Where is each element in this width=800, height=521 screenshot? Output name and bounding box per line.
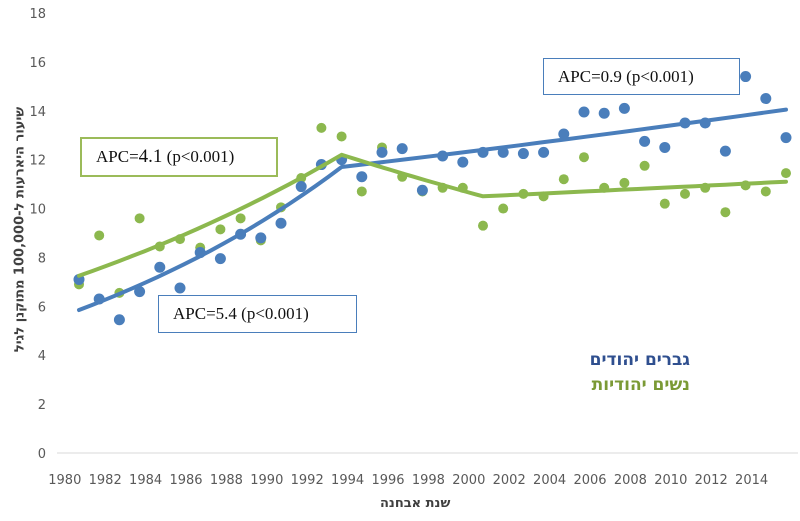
- men-data-point: [295, 181, 307, 193]
- y-tick-label: 8: [38, 251, 46, 266]
- men-data-point: [598, 107, 610, 119]
- women-data-point: [579, 152, 589, 163]
- men-data-point: [396, 143, 408, 155]
- x-tick-label: 1994: [331, 473, 364, 488]
- x-tick-label: 2004: [533, 473, 566, 488]
- annotation-value: 0.9: [600, 66, 622, 86]
- men-data-point: [214, 253, 226, 265]
- men-data-point: [376, 146, 388, 158]
- y-tick-label: 12: [29, 154, 46, 169]
- men-data-point: [760, 93, 772, 105]
- x-tick-label: 1980: [48, 473, 81, 488]
- x-tick-label: 2012: [695, 473, 728, 488]
- women-data-point: [720, 207, 731, 218]
- women-data-point: [781, 168, 791, 179]
- x-tick-label: 2010: [654, 473, 687, 488]
- x-tick-label: 1998: [412, 473, 445, 488]
- x-tick-label: 1992: [291, 473, 324, 488]
- annotation-men-apc-2: APC= 0.9 (p<0.001): [543, 58, 740, 95]
- women-data-point: [680, 188, 690, 199]
- women-data-point: [659, 198, 670, 209]
- men-data-point: [134, 286, 146, 298]
- men-data-point: [356, 171, 368, 183]
- men-data-point: [113, 314, 125, 326]
- annotation-suffix: (p<0.001): [236, 304, 309, 323]
- men-data-point: [517, 148, 529, 160]
- annotation-men-apc-1: APC= 5.4 (p<0.001): [158, 295, 357, 333]
- women-data-point: [94, 230, 105, 241]
- legend-women: נשים יהודיות: [591, 375, 690, 395]
- women-data-point: [760, 186, 771, 197]
- men-data-point: [639, 135, 651, 147]
- men-data-point: [416, 184, 428, 196]
- y-tick-label: 0: [38, 447, 46, 462]
- men-data-point: [659, 141, 671, 153]
- men-data-point: [154, 261, 166, 273]
- women-data-point: [235, 213, 246, 224]
- x-tick-label: 2014: [735, 473, 768, 488]
- women-data-point: [356, 186, 367, 197]
- x-tick-label: 1988: [210, 473, 243, 488]
- annotation-women-apc: APC= 4.1 (p<0.001): [80, 137, 278, 177]
- annotation-prefix: APC=: [558, 66, 601, 86]
- x-tick-label: 2000: [452, 473, 485, 488]
- annotation-suffix: (p<0.001): [162, 147, 235, 166]
- women-data-point: [336, 131, 347, 142]
- men-data-point: [457, 156, 469, 168]
- women-data-point: [478, 220, 488, 231]
- y-tick-label: 16: [29, 56, 46, 71]
- x-tick-label: 1982: [89, 473, 122, 488]
- y-tick-label: 18: [29, 7, 46, 22]
- y-tick-label: 2: [38, 398, 46, 413]
- annotation-value: 5.4: [215, 304, 237, 323]
- men-data-point: [719, 145, 731, 157]
- men-data-point: [255, 232, 267, 244]
- x-tick-label: 1986: [169, 473, 202, 488]
- annotation-value: 4.1: [138, 146, 163, 167]
- x-tick-label: 1984: [129, 473, 162, 488]
- women-data-point: [215, 224, 226, 235]
- men-data-point: [174, 282, 186, 294]
- y-axis-title: שיעור היארעות ל-100,000 מתוקנן לגיל: [12, 106, 28, 353]
- annotation-suffix: (p<0.001): [621, 66, 694, 86]
- x-tick-label: 2008: [614, 473, 647, 488]
- men-data-point: [740, 71, 752, 83]
- men-data-point: [618, 102, 630, 114]
- x-tick-label: 1990: [250, 473, 283, 488]
- men-data-point: [275, 217, 287, 229]
- y-tick-label: 4: [38, 349, 46, 364]
- women-data-point: [316, 122, 327, 133]
- men-data-point: [578, 106, 590, 118]
- women-data-point: [498, 203, 509, 214]
- women-data-point: [619, 177, 630, 188]
- y-tick-label: 6: [38, 300, 46, 315]
- x-tick-label: 2006: [573, 473, 606, 488]
- women-data-point: [134, 213, 145, 224]
- men-data-point: [558, 128, 570, 140]
- women-data-point: [558, 174, 569, 185]
- men-trend-line: [77, 107, 788, 312]
- y-tick-label: 14: [29, 105, 46, 120]
- annotation-prefix: APC=: [173, 304, 216, 323]
- women-trend-line: [77, 152, 788, 278]
- x-tick-label: 2002: [493, 473, 526, 488]
- x-axis-title: שנת אבחנה: [380, 496, 451, 511]
- y-tick-label: 10: [29, 203, 46, 218]
- women-data-point: [639, 160, 650, 171]
- legend-men: גברים יהודים: [589, 350, 690, 370]
- men-data-point: [538, 146, 550, 158]
- men-data-point: [780, 132, 792, 144]
- annotation-prefix: APC=: [96, 147, 139, 166]
- x-tick-label: 1996: [371, 473, 404, 488]
